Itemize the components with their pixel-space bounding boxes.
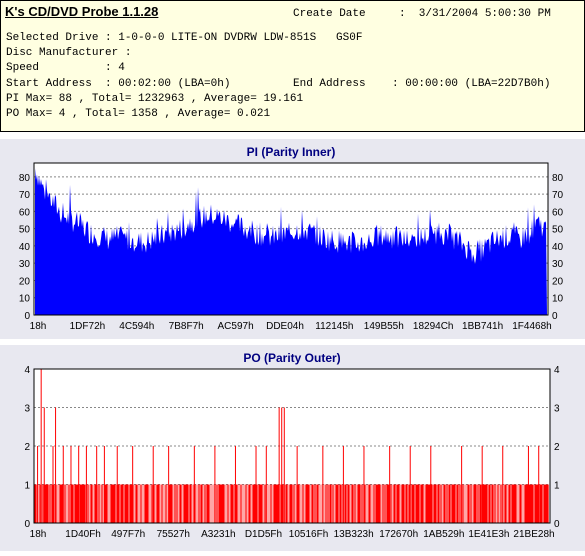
pi-chart: PI (Parity Inner) 0 0 10 10 20 20 30 30 40 40 50 50 6…: [19, 145, 564, 332]
y-tick-label-left: 2: [24, 442, 30, 453]
plot-border: [33, 162, 549, 316]
y-tick-label-right: 1: [554, 481, 560, 492]
x-tick-label: DDE04h: [266, 321, 304, 332]
disc-info-panel: K's CD/DVD Probe 1.1.28 Create Date : 3/…: [0, 0, 585, 132]
y-tick-label-left: 3: [24, 404, 30, 415]
x-tick-label: 4C594h: [119, 321, 154, 332]
y-tick-label-right: 80: [552, 173, 564, 184]
disc-manufacturer: Disc Manufacturer :: [6, 47, 132, 59]
y-tick-label-right: 4: [554, 365, 560, 376]
create-date-label: Create Date: [293, 8, 366, 20]
x-tick-label: 10516Fh: [289, 529, 328, 540]
po-chart: PO (Parity Outer) 0 0 1 1 2 2 3 3 4 4 18h 1D40Fh 497F…: [24, 351, 560, 540]
x-tick-label: AC597h: [218, 321, 254, 332]
y-tick-label-right: 10: [552, 294, 564, 305]
x-tick-label: 112145h: [315, 321, 353, 332]
x-tick-label: 1BB741h: [462, 321, 503, 332]
start-address: Start Address : 00:02:00 (LBA=0h): [6, 78, 231, 90]
y-tick-label-right: 40: [552, 242, 564, 253]
y-tick-label-left: 0: [24, 519, 30, 530]
po-stats: PO Max= 4 , Total= 1358 , Average= 0.021: [6, 108, 271, 120]
x-tick-label: 497F7h: [111, 529, 145, 540]
y-tick-label-right: 0: [554, 519, 560, 530]
x-tick-label: 1D40Fh: [65, 529, 101, 540]
y-tick-label-left: 20: [19, 276, 31, 287]
y-tick-label-right: 30: [552, 259, 564, 270]
plot-border: [33, 368, 551, 524]
y-tick-label-left: 10: [19, 294, 31, 305]
x-tick-label: 1E41E3h: [468, 529, 509, 540]
x-tick-label: 1AB529h: [423, 529, 464, 540]
chart-title: PO (Parity Outer): [243, 351, 340, 365]
x-tick-label: 13B323h: [334, 529, 374, 540]
speed: Speed : 4: [6, 62, 125, 74]
y-tick-label-left: 70: [19, 190, 31, 201]
x-tick-label: 1F4468h: [512, 321, 551, 332]
y-tick-label-left: 40: [19, 242, 31, 253]
y-tick-label-right: 0: [552, 311, 558, 322]
x-tick-label: 18h: [30, 321, 47, 332]
po-chart-panel: PO (Parity Outer) 0 0 1 1 2 2 3 3 4 4 18h 1D40Fh 497F…: [0, 345, 585, 551]
y-tick-label-right: 20: [552, 276, 564, 287]
y-tick-label-right: 50: [552, 225, 564, 236]
create-date-value: : 3/31/2004 5:00:30 PM: [399, 8, 551, 20]
y-tick-label-right: 60: [552, 207, 564, 218]
y-tick-label-right: 3: [554, 404, 560, 415]
x-tick-label: D1D5Fh: [245, 529, 282, 540]
x-tick-label: 1DF72h: [70, 321, 106, 332]
pi-stats: PI Max= 88 , Total= 1232963 , Average= 1…: [6, 93, 304, 105]
pi-series-area: [35, 168, 547, 315]
y-tick-label-right: 70: [552, 190, 564, 201]
x-tick-label: 21BE28h: [513, 529, 554, 540]
y-tick-label-right: 2: [554, 442, 560, 453]
chart-title: PI (Parity Inner): [247, 145, 336, 159]
y-tick-label-left: 60: [19, 207, 31, 218]
x-tick-label: A3231h: [201, 529, 235, 540]
y-tick-label-left: 30: [19, 259, 31, 270]
x-tick-label: 7B8F7h: [169, 321, 204, 332]
x-tick-label: 75527h: [157, 529, 190, 540]
selected-drive: Selected Drive : 1-0-0-0 LITE-ON DVDRW L…: [6, 32, 363, 44]
x-tick-label: 149B55h: [364, 321, 404, 332]
x-tick-label: 18h: [30, 529, 47, 540]
end-address: End Address : 00:00:00 (LBA=22D7B0h): [293, 78, 551, 90]
y-tick-label-left: 50: [19, 225, 31, 236]
y-tick-label-left: 0: [24, 311, 30, 322]
y-tick-label-left: 4: [24, 365, 30, 376]
y-tick-label-left: 1: [24, 481, 30, 492]
app-title: K's CD/DVD Probe 1.1.28: [5, 4, 159, 19]
x-tick-label: 18294Ch: [413, 321, 454, 332]
pi-chart-panel: PI (Parity Inner) 0 0 10 10 20 20 30 30 40 40 50 50 6…: [0, 139, 585, 339]
x-tick-label: 172670h: [379, 529, 418, 540]
y-tick-label-left: 80: [19, 173, 31, 184]
